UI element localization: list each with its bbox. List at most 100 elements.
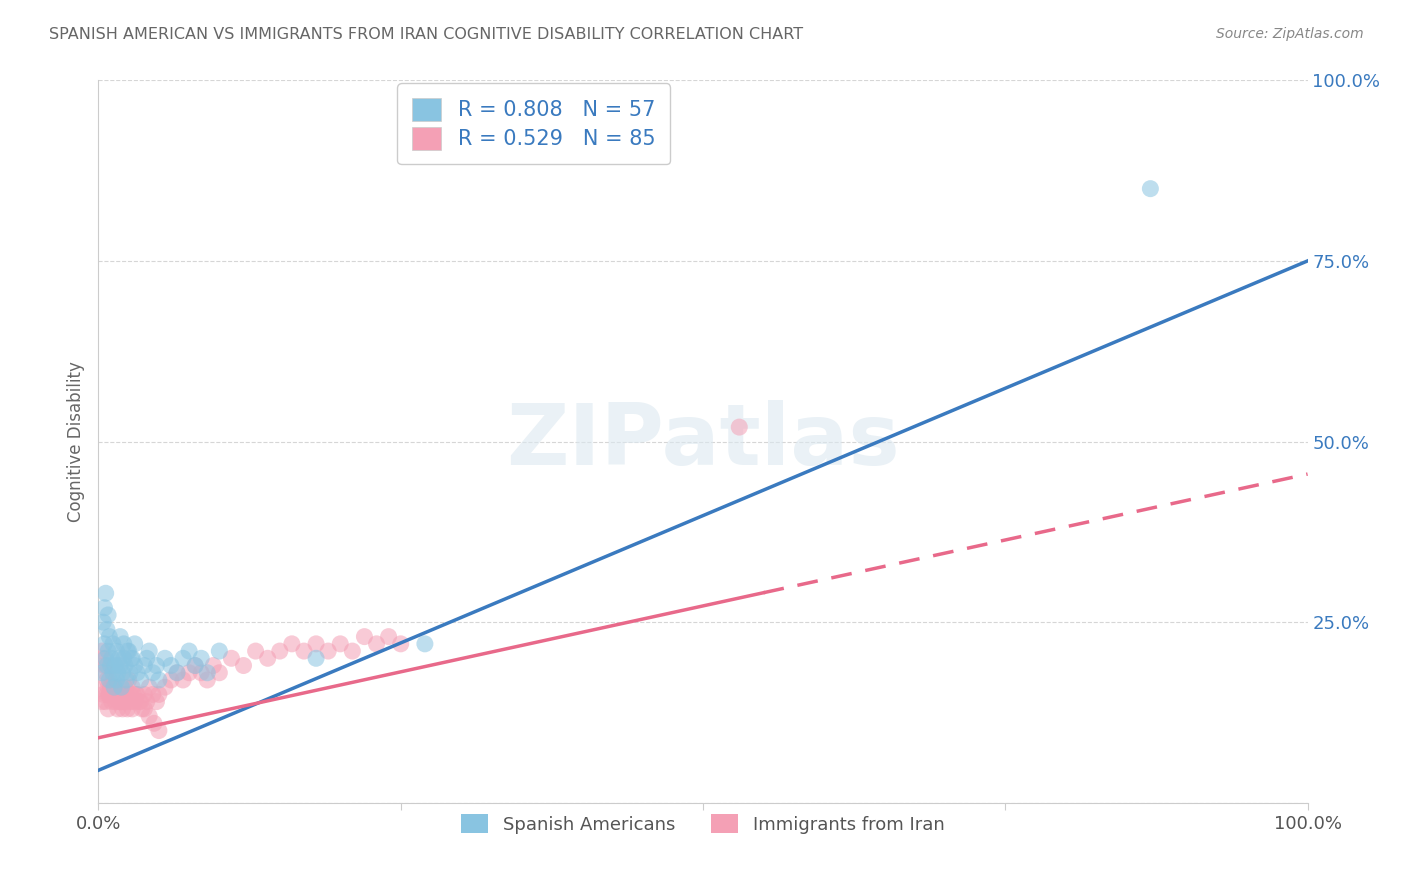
Point	[97, 680, 120, 694]
Point	[93, 680, 115, 694]
Point	[97, 607, 120, 622]
Point	[111, 702, 134, 716]
Point	[101, 637, 124, 651]
Point	[148, 723, 170, 738]
Point	[98, 630, 121, 644]
Point	[179, 644, 201, 658]
Point	[100, 680, 122, 694]
Point	[184, 658, 207, 673]
Point	[121, 702, 143, 716]
Point	[353, 630, 375, 644]
Point	[101, 673, 124, 687]
Point	[108, 687, 131, 701]
Point	[179, 665, 201, 680]
Point	[94, 695, 117, 709]
Point	[108, 695, 131, 709]
Point	[104, 680, 127, 694]
Point	[107, 665, 129, 680]
Point	[166, 665, 188, 680]
Point	[121, 651, 143, 665]
Point	[143, 716, 166, 731]
Point	[114, 680, 136, 694]
Point	[342, 644, 364, 658]
Point	[184, 658, 207, 673]
Point	[145, 658, 167, 673]
Point	[208, 665, 231, 680]
Point	[305, 651, 328, 665]
Point	[108, 651, 131, 665]
Point	[91, 644, 114, 658]
Point	[103, 680, 125, 694]
Point	[160, 658, 183, 673]
Point	[134, 687, 156, 701]
Point	[91, 665, 114, 680]
Point	[111, 665, 134, 680]
Point	[103, 680, 125, 694]
Point	[93, 658, 115, 673]
Point	[1139, 182, 1161, 196]
Point	[195, 673, 218, 687]
Point	[377, 630, 399, 644]
Point	[118, 695, 141, 709]
Point	[129, 673, 152, 687]
Point	[166, 665, 188, 680]
Point	[98, 673, 121, 687]
Point	[121, 680, 143, 694]
Point	[115, 673, 138, 687]
Point	[125, 687, 148, 701]
Point	[111, 687, 134, 701]
Point	[127, 665, 149, 680]
Point	[124, 695, 146, 709]
Point	[172, 651, 194, 665]
Point	[114, 658, 136, 673]
Point	[94, 586, 117, 600]
Point	[127, 687, 149, 701]
Point	[117, 644, 139, 658]
Point	[107, 687, 129, 701]
Point	[108, 658, 131, 673]
Text: SPANISH AMERICAN VS IMMIGRANTS FROM IRAN COGNITIVE DISABILITY CORRELATION CHART: SPANISH AMERICAN VS IMMIGRANTS FROM IRAN…	[49, 27, 803, 42]
Point	[305, 637, 328, 651]
Point	[148, 687, 170, 701]
Point	[93, 637, 115, 651]
Point	[118, 687, 141, 701]
Point	[94, 651, 117, 665]
Point	[172, 673, 194, 687]
Y-axis label: Cognitive Disability: Cognitive Disability	[66, 361, 84, 522]
Point	[110, 680, 132, 694]
Point	[97, 644, 120, 658]
Point	[100, 658, 122, 673]
Point	[129, 695, 152, 709]
Point	[101, 687, 124, 701]
Point	[366, 637, 388, 651]
Point	[105, 687, 128, 701]
Point	[91, 615, 114, 630]
Point	[100, 680, 122, 694]
Point	[115, 687, 138, 701]
Point	[135, 651, 157, 665]
Point	[232, 658, 254, 673]
Point	[104, 658, 127, 673]
Point	[134, 702, 156, 716]
Point	[98, 687, 121, 701]
Point	[114, 695, 136, 709]
Point	[135, 695, 157, 709]
Point	[138, 680, 160, 694]
Point	[142, 665, 165, 680]
Point	[118, 644, 141, 658]
Point	[245, 644, 267, 658]
Point	[124, 658, 146, 673]
Point	[269, 644, 291, 658]
Point	[112, 637, 135, 651]
Point	[120, 695, 142, 709]
Point	[100, 695, 122, 709]
Point	[145, 695, 167, 709]
Point	[728, 420, 751, 434]
Point	[96, 673, 118, 687]
Point	[93, 600, 115, 615]
Point	[105, 644, 128, 658]
Point	[91, 695, 114, 709]
Text: ZIPatlas: ZIPatlas	[506, 400, 900, 483]
Point	[131, 702, 153, 716]
Point	[128, 695, 150, 709]
